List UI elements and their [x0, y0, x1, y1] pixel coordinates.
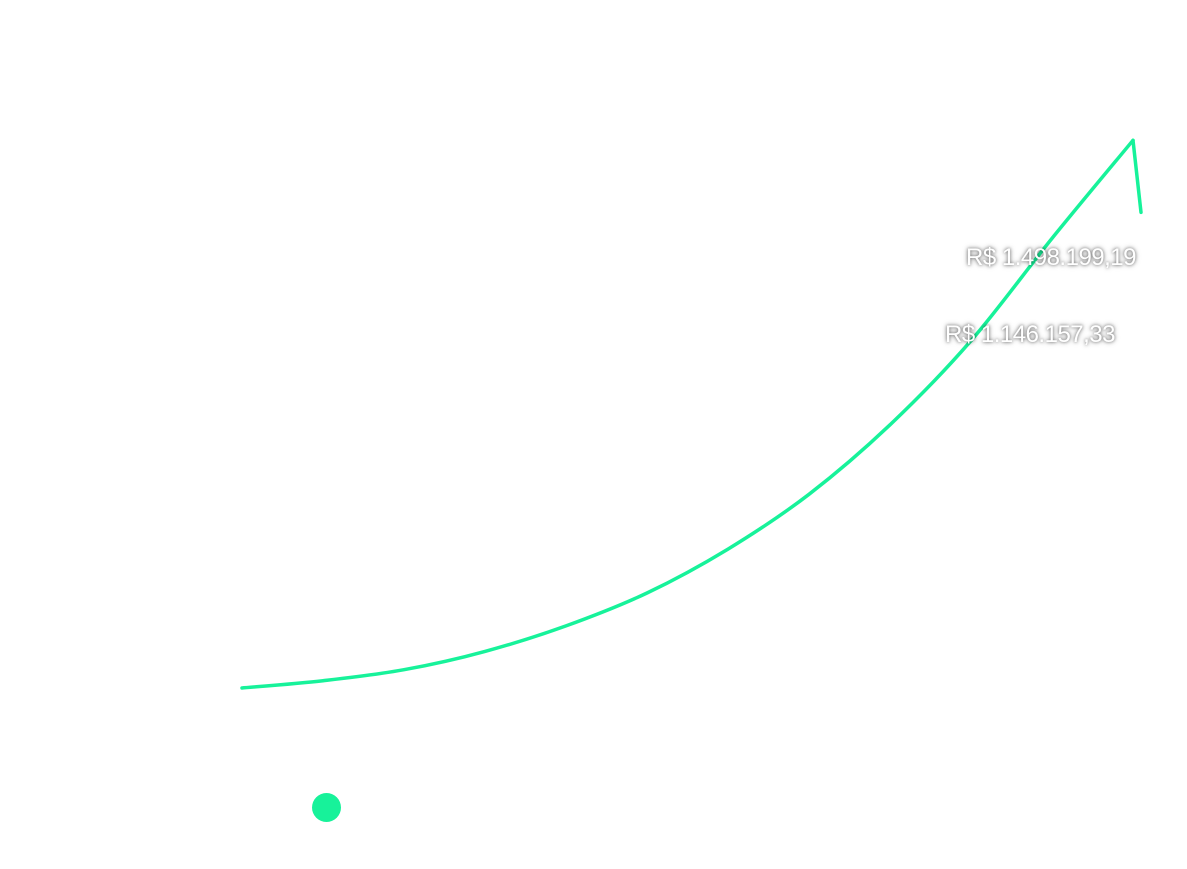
series-line-secondary [240, 267, 1135, 690]
series-layer [240, 138, 1143, 690]
series-end-value-secondary: R$ 1.146.157,33 [945, 321, 1115, 348]
series-arrow-tip [1131, 138, 1143, 215]
series-end-value-primary: R$ 1.498.199,19 [966, 244, 1136, 271]
series-line-primary [240, 138, 1135, 690]
legend-dot-secondary [620, 793, 649, 822]
legend-dot-primary [312, 793, 341, 822]
